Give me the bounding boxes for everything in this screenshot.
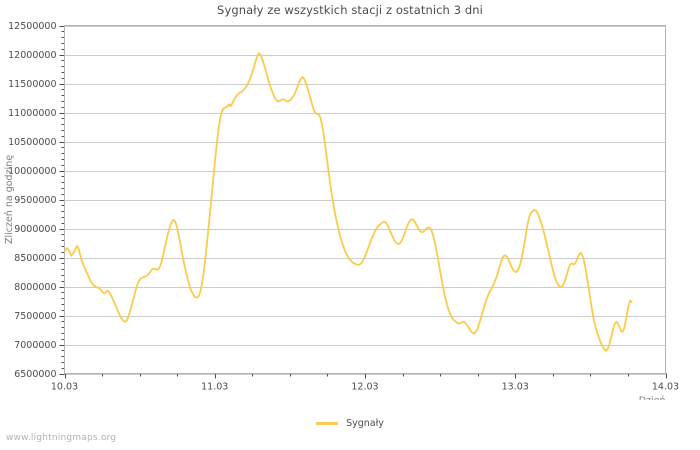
- x-axis-tick-label: 11.03: [201, 382, 228, 393]
- y-axis-tick-label: 12000000: [8, 50, 56, 61]
- x-axis-tick-label: 13.03: [502, 382, 529, 393]
- y-axis-labels: 12500000 12000000 11500000 11000000 10500000…: [8, 21, 56, 380]
- x-axis-tick-label: 12.03: [351, 382, 378, 393]
- plot-area-border: [64, 25, 666, 374]
- y-axis-title: Zliczeń na godzinę: [4, 155, 15, 244]
- x-axis-tick-label: 10.03: [51, 382, 78, 393]
- y-axis-tick-label: 6500000: [14, 369, 56, 380]
- grid-lines: [64, 26, 666, 375]
- y-axis-ticks: [59, 26, 65, 375]
- x-axis-labels: 10.03 11.03 12.03 13.03 14.03: [51, 382, 679, 393]
- y-axis-tick-label: 11000000: [8, 108, 56, 119]
- y-axis-tick-label: 9000000: [14, 224, 56, 235]
- y-axis-tick-label: 11500000: [8, 79, 56, 90]
- chart-plot: 12500000 12000000 11500000 11000000 10500000…: [4, 21, 679, 401]
- y-axis-tick-label: 7500000: [14, 311, 56, 322]
- legend-item-sygnaly[interactable]: Sygnały: [316, 418, 384, 429]
- legend-item-label: Sygnały: [346, 418, 384, 429]
- y-axis-tick-label: 8500000: [14, 253, 56, 264]
- x-axis-tick-label: 14.03: [652, 382, 679, 393]
- legend-color-swatch: [316, 422, 339, 425]
- y-axis-tick-label: 9500000: [14, 195, 56, 206]
- y-axis-tick-label: 8000000: [14, 282, 56, 293]
- plot-frame: [64, 25, 666, 374]
- y-axis-tick-label: 10500000: [8, 137, 56, 148]
- chart-title: Sygnały ze wszystkich stacji z ostatnich…: [217, 3, 483, 17]
- y-axis-tick-label: 12500000: [8, 21, 56, 32]
- x-axis-title: Dzień: [639, 396, 666, 401]
- y-axis-tick-label: 7000000: [14, 340, 56, 351]
- chart-legend: Sygnały: [0, 410, 700, 429]
- y-axis-tick-label: 10000000: [8, 166, 56, 177]
- series-line-0: [64, 52, 633, 352]
- watermark-text: www.lightningmaps.org: [6, 433, 117, 443]
- series-lines: [64, 52, 633, 352]
